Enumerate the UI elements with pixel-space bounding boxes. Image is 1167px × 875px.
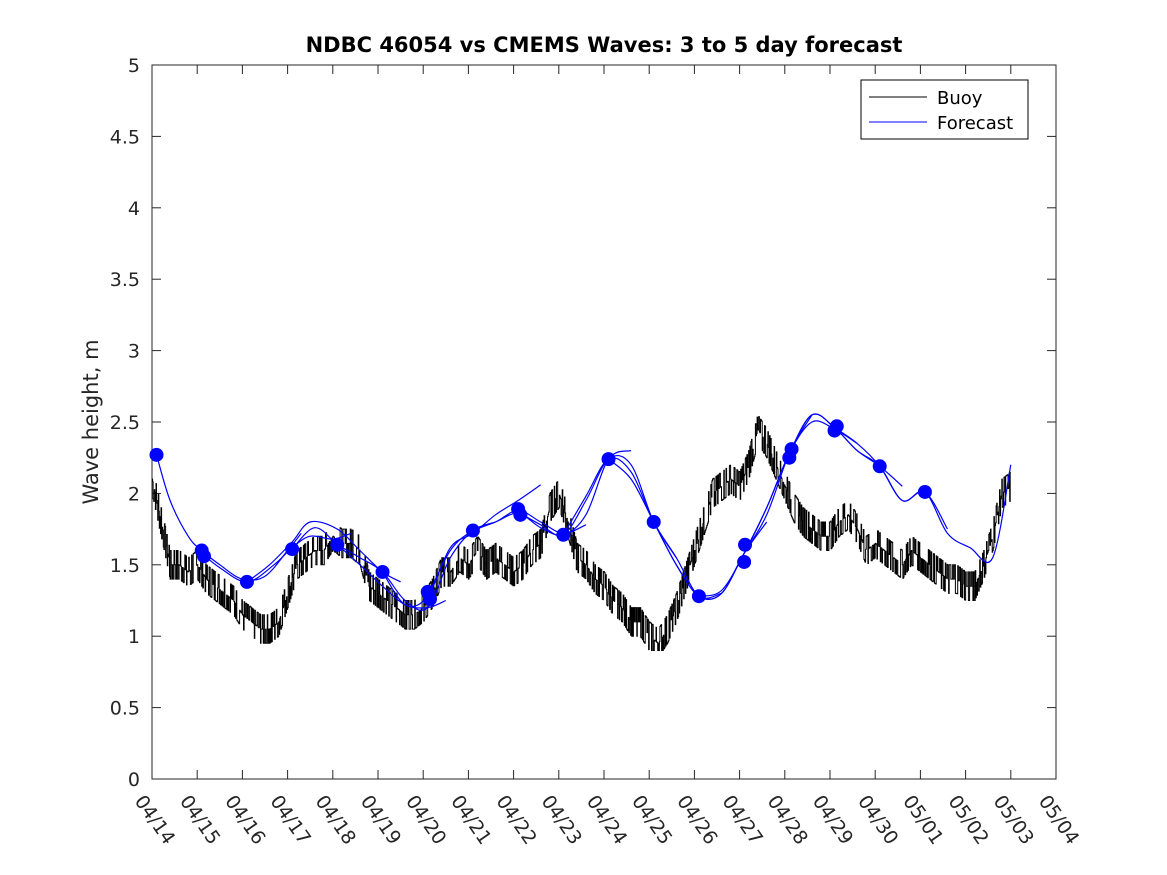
forecast-point: [465, 523, 480, 538]
forecast-point: [556, 527, 571, 542]
y-tick-label: 0.5: [110, 698, 140, 720]
y-tick-label: 2: [128, 483, 140, 505]
legend-forecast-label: Forecast: [937, 113, 1013, 134]
data-layer: [149, 413, 1012, 651]
y-tick-label: 1.5: [110, 555, 140, 577]
forecast-point: [422, 592, 437, 607]
y-tick-label: 0: [128, 769, 140, 791]
y-tick-label: 3: [128, 341, 140, 363]
forecast-point: [513, 507, 528, 522]
legend: Buoy Forecast: [860, 79, 1029, 140]
forecast-point: [917, 484, 932, 499]
forecast-point: [646, 514, 661, 529]
y-axis-label: Wave height, m: [79, 339, 103, 504]
forecast-point: [691, 589, 706, 604]
forecast-point: [149, 447, 164, 462]
y-tick-label: 1: [128, 626, 140, 648]
forecast-point: [829, 419, 844, 434]
y-tick-label: 5: [128, 55, 140, 77]
plot-area: [151, 64, 1057, 780]
y-tick-label: 2.5: [110, 412, 140, 434]
forecast-point: [872, 459, 887, 474]
buoy-line: [152, 416, 1011, 651]
forecast-point: [737, 554, 752, 569]
chart-title: NDBC 46054 vs CMEMS Waves: 3 to 5 day fo…: [306, 33, 903, 57]
y-tick-label: 3.5: [110, 269, 140, 291]
legend-box: [860, 79, 1029, 140]
forecast-point: [601, 452, 616, 467]
y-tick-label: 4: [128, 198, 140, 220]
y-tick-label: 4.5: [110, 126, 140, 148]
forecast-line: [291, 527, 447, 609]
forecast-point: [738, 537, 753, 552]
forecast-point: [330, 537, 345, 552]
forecast-point: [375, 564, 390, 579]
forecast-point: [784, 442, 799, 457]
forecast-point: [196, 549, 211, 564]
forecast-point: [285, 542, 300, 557]
legend-buoy-label: Buoy: [937, 88, 983, 109]
forecast-point: [239, 574, 254, 589]
